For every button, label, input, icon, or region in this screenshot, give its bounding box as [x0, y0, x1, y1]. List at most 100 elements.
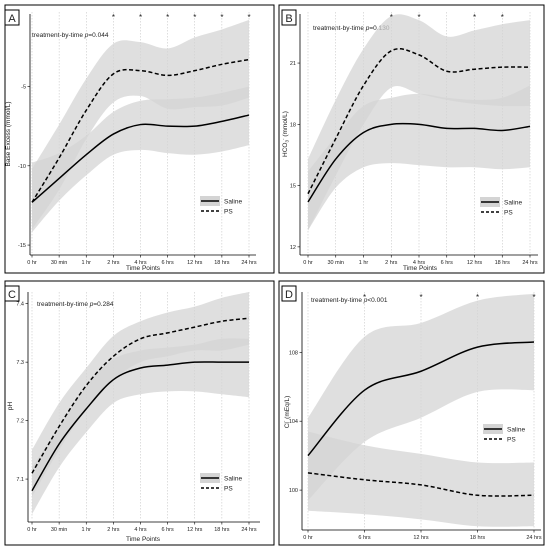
panel-b-y-tick-label: 18: [290, 122, 296, 128]
panel-b-significance-mark: *: [417, 13, 420, 22]
panel-a-legend-label-ps: PS: [224, 209, 233, 216]
panel-a-x-tick-label: 12 hrs: [187, 260, 203, 266]
panel-b-line-saline: [307, 122, 531, 203]
panel-c-x-tick-label: 1 hr: [82, 527, 92, 533]
panel-a-x-tick-label: 1 hr: [82, 260, 92, 266]
panel-b-y-tick-label: 21: [290, 61, 296, 67]
panel-c-x-tick-label: 30 min: [51, 527, 68, 533]
panel-c-band-ps: [32, 292, 249, 497]
panel-c-x-tick-label: 0 hr: [27, 527, 37, 533]
panel-c-legend: Saline PS: [200, 473, 242, 493]
panel-d-label-box: [281, 285, 297, 302]
panel-a-legend-label-saline: Saline: [224, 199, 242, 206]
panel-d-y-tick-label: 108: [289, 350, 298, 356]
panel-c-legend-label-ps: PS: [224, 486, 233, 493]
panel-d-line-saline: [307, 341, 535, 457]
panel-a-y-tick-label: -10: [18, 164, 26, 170]
panel-d-plot-area: * * * *: [307, 292, 536, 528]
panel-c-xlabel: Time Points: [126, 536, 161, 543]
panel-a-annotation: treatment-by-time p=0.044: [32, 32, 109, 39]
panel-d-legend: Saline PS: [483, 424, 525, 444]
panel-a-y-tick-label: -15: [18, 243, 26, 249]
panel-b-label: B: [285, 13, 292, 25]
panel-c-x-tick-label: 2 hrs: [107, 527, 119, 533]
panel-b-frame: [278, 4, 545, 274]
panel-c-x-tick-label: 18 hrs: [214, 527, 230, 533]
panel-a-x-tick-label: 6 hrs: [162, 260, 174, 266]
panel-c-plot-area: [31, 292, 250, 520]
panel-d-x-tick-label: 12 hrs: [413, 535, 429, 541]
panel-a: A treatment-by-time p=0.044 Base Excess …: [4, 4, 275, 274]
panel-d-legend-label-saline: Saline: [507, 427, 525, 434]
panel-b-x-tick-label: 0 hr: [303, 260, 313, 266]
panel-a-x-tick-label: 24 hrs: [241, 260, 257, 266]
panel-b-plot-area: * * * *: [307, 12, 531, 253]
panel-a-x-tick-label: 4 hrs: [134, 260, 146, 266]
panel-a-y-tick-label: -5: [21, 85, 26, 91]
panel-b-line-ps: [307, 48, 531, 195]
panel-c-line-ps: [31, 317, 250, 474]
panel-a-frame: [4, 4, 275, 274]
panel-b-legend: Saline PS: [480, 197, 522, 217]
panel-a-significance-mark: *: [139, 13, 142, 22]
panel-a-line-saline: [31, 114, 250, 203]
panel-b-x-tick-label: 24 hrs: [522, 260, 538, 266]
panel-a-significance-mark: *: [193, 13, 196, 22]
panel-d-band-saline: [308, 293, 534, 501]
panel-c-ylabel: pH: [7, 402, 14, 411]
panel-c-annotation: treatment-by-time p=0.284: [37, 301, 114, 308]
panel-b-significance-mark: *: [501, 13, 504, 22]
panel-c-line-saline: [31, 361, 249, 492]
panel-d-significance-mark: *: [419, 293, 422, 302]
panel-c-band-saline: [32, 338, 249, 515]
panel-a-x-tick-label: 0 hr: [27, 260, 37, 266]
panel-d-label: D: [285, 289, 293, 301]
panel-b-legend-label-saline: Saline: [504, 200, 522, 207]
panel-c-legend-label-saline: Saline: [224, 476, 242, 483]
panel-a-significance-mark: *: [166, 13, 169, 22]
panel-b-x-tick-label: 30 min: [327, 260, 344, 266]
panel-b-xlabel: Time Points: [403, 265, 438, 272]
panel-d-line-ps: [307, 472, 535, 497]
panel-a-line-ps: [31, 58, 250, 203]
panel-c-y-tick-label: 7.3: [16, 360, 24, 366]
panel-c-y-tick-label: 7.1: [16, 477, 24, 483]
panel-d-x-tick-label: 6 hrs: [358, 535, 370, 541]
panel-a-label: A: [8, 13, 16, 25]
panel-b: B treatment-by-time p=0.130 HCO3- (mmol/…: [278, 4, 545, 274]
panel-a-x-tick-label: 30 min: [51, 260, 68, 266]
panel-d-band-ps: [308, 431, 534, 527]
panel-b-x-tick-label: 1 hr: [359, 260, 369, 266]
panel-a-band-saline: [32, 86, 249, 233]
panel-c-label-box: [4, 285, 20, 302]
panel-a-significance-mark: *: [220, 13, 223, 22]
panel-d-significance-mark: *: [363, 293, 366, 302]
panel-b-y-tick-label: 12: [290, 245, 296, 251]
panel-b-x-tick-label: 12 hrs: [467, 260, 483, 266]
panel-a-x-tick-label: 18 hrs: [214, 260, 230, 266]
panel-b-x-tick-label: 2 hrs: [385, 260, 397, 266]
panel-a-ylabel: Base Excess (mmol/L): [5, 101, 12, 166]
panel-d-x-tick-label: 0 hr: [303, 535, 313, 541]
panel-a-label-box: [4, 9, 20, 26]
panel-c-label: C: [8, 289, 16, 301]
panel-a-legend: Saline PS: [200, 196, 242, 216]
panel-d-annotation: treatment-by-time p<0.001: [311, 297, 388, 304]
panel-b-legend-label-ps: PS: [504, 210, 513, 217]
panel-c-x-tick-label: 24 hrs: [241, 527, 257, 533]
panel-c-y-tick-label: 7.4: [16, 302, 24, 308]
panel-a-band-ps: [32, 19, 249, 230]
panel-a-significance-mark: *: [112, 13, 115, 22]
panel-c-y-tick-label: 7.2: [16, 419, 24, 425]
panel-b-band-ps: [308, 14, 530, 231]
panel-c: C treatment-by-time p=0.284 pH Time Poin…: [4, 280, 275, 546]
panel-b-label-box: [281, 9, 297, 26]
panel-d-ylabel: Cl- (mEq/L): [282, 396, 291, 429]
panel-d-significance-mark: *: [476, 293, 479, 302]
panel-d-legend-label-ps: PS: [507, 437, 516, 444]
panel-d: D treatment-by-time p<0.001 Cl- (mEq/L) …: [278, 280, 545, 546]
panel-c-x-tick-label: 4 hrs: [134, 527, 146, 533]
panel-c-frame: [4, 280, 275, 546]
panel-a-xlabel: Time Points: [126, 265, 161, 272]
